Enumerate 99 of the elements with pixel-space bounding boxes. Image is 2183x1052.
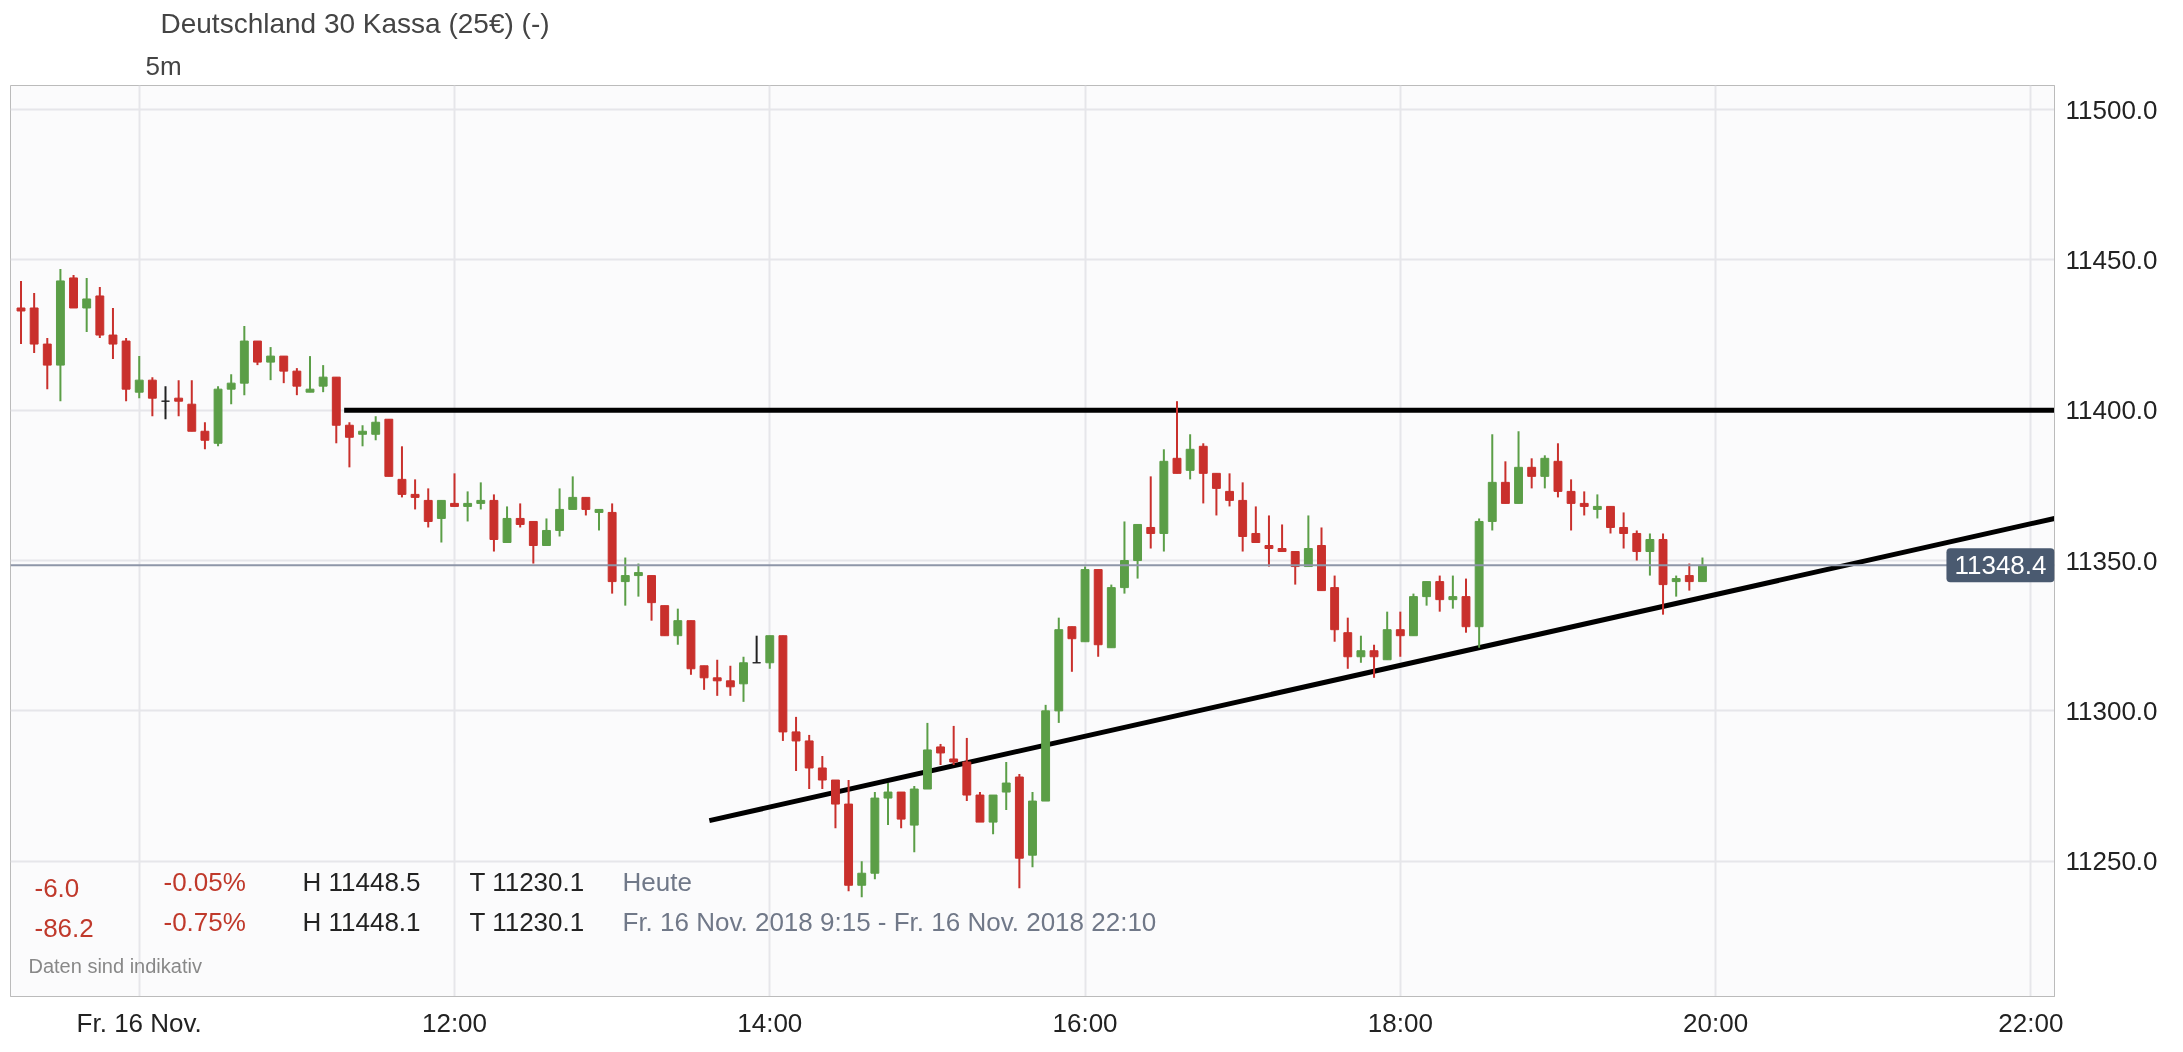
ref-line-label: 11348.4 — [1954, 550, 2047, 581]
candlestick — [568, 475, 578, 511]
candlestick — [292, 367, 302, 397]
candlestick — [712, 658, 722, 697]
candlestick — [857, 860, 867, 899]
candlestick — [226, 373, 236, 406]
candlestick — [42, 337, 52, 391]
annotation: Daten sind indikativ — [28, 954, 202, 977]
chart-subtitle: 5m — [145, 50, 182, 81]
candlestick — [318, 364, 328, 394]
candlestick — [476, 481, 486, 511]
x-tick-label: 14:00 — [737, 1007, 803, 1038]
candlestick — [817, 754, 827, 791]
candlestick — [620, 556, 630, 607]
candlestick — [581, 496, 591, 517]
candlestick — [1540, 454, 1550, 490]
candlestick — [1448, 574, 1458, 610]
candlestick — [883, 782, 893, 827]
annotation: -6.0 — [34, 872, 80, 903]
y-tick-label: 11350.0 — [2065, 545, 2158, 576]
annotation: -0.75% — [163, 906, 246, 937]
annotation: H 11448.5 — [302, 866, 421, 897]
candlestick — [1211, 472, 1221, 517]
candlestick — [1698, 556, 1707, 583]
candlestick — [725, 664, 735, 697]
annotation: H 11448.1 — [302, 906, 421, 937]
candlestick — [436, 499, 446, 544]
x-tick-label: 16:00 — [1052, 1007, 1118, 1038]
x-tick-label: 18:00 — [1367, 1007, 1433, 1038]
candlestick — [397, 445, 407, 499]
y-tick-label: 11300.0 — [2065, 695, 2158, 726]
candlestick — [200, 421, 210, 451]
candlestick — [253, 340, 262, 367]
candlestick — [555, 487, 565, 538]
candlestick — [1592, 493, 1602, 520]
candlestick — [463, 490, 473, 523]
annotation: Fr. 16 Nov. 2018 9:15 - Fr. 16 Nov. 2018 22:10 — [622, 906, 1157, 937]
candlestick — [1303, 514, 1313, 568]
candlestick — [16, 279, 26, 346]
candlestick — [515, 502, 525, 529]
candlestick — [949, 724, 959, 766]
candlestick — [1422, 580, 1432, 607]
candlestick — [147, 376, 157, 418]
candlestick — [1527, 457, 1537, 490]
candlestick — [423, 487, 433, 529]
candlestick — [174, 379, 184, 418]
candlestick — [739, 655, 748, 703]
candlestick — [1606, 505, 1615, 535]
candlestick — [266, 346, 276, 382]
candlestick — [1619, 511, 1629, 550]
candlestick — [358, 424, 367, 448]
candlestick — [1251, 505, 1261, 544]
annotation: T 11230.1 — [469, 866, 585, 897]
candlestick — [134, 355, 144, 400]
y-tick-label: 11400.0 — [2065, 395, 2158, 426]
candlestick — [542, 517, 551, 547]
candlestick — [1579, 490, 1589, 517]
candlestick — [1566, 478, 1576, 532]
candlestick — [936, 742, 945, 766]
candlestick — [1645, 532, 1655, 577]
candlestick — [1225, 472, 1234, 508]
annotation: -86.2 — [34, 912, 94, 943]
x-tick-label: 12:00 — [421, 1007, 488, 1038]
candlestick — [108, 306, 118, 361]
candlestick — [673, 607, 683, 646]
candlestick — [450, 472, 459, 508]
candlestick — [594, 508, 604, 532]
candlestick — [1067, 625, 1077, 673]
candlestick — [1435, 574, 1445, 613]
candlestick — [1277, 523, 1287, 553]
candlestick — [1369, 643, 1379, 679]
candlestick — [279, 355, 289, 385]
candlestick — [1172, 400, 1182, 475]
candlestick — [1146, 475, 1156, 550]
candlestick — [82, 276, 92, 334]
x-tick-label: Fr. 16 Nov. — [76, 1007, 202, 1038]
annotation: T 11230.1 — [469, 906, 585, 937]
y-tick-label: 11450.0 — [2065, 244, 2158, 275]
candlestick — [305, 355, 315, 394]
chart-title: Deutschland 30 Kassa (25€) (-) — [160, 7, 550, 39]
candlestick — [1395, 610, 1405, 658]
x-tick-label: 20:00 — [1683, 1007, 1749, 1038]
annotation: Heute — [622, 866, 692, 897]
y-tick-label: 11500.0 — [2065, 94, 2158, 125]
x-tick-label: 22:00 — [1998, 1007, 2064, 1038]
candlestick — [371, 415, 381, 442]
candlestick — [1500, 460, 1510, 505]
candlestick — [410, 478, 420, 511]
candlestick — [699, 664, 709, 691]
candlestick — [1632, 529, 1642, 562]
annotation: -0.05% — [163, 866, 246, 897]
candlestick — [1671, 574, 1681, 598]
candlestick — [1264, 514, 1274, 568]
candlestick — [344, 421, 354, 469]
candlestick — [1185, 433, 1195, 481]
candlestick — [1356, 634, 1366, 664]
y-tick-label: 11250.0 — [2065, 846, 2158, 877]
candlestick — [1001, 760, 1011, 812]
candlestick — [791, 715, 801, 772]
